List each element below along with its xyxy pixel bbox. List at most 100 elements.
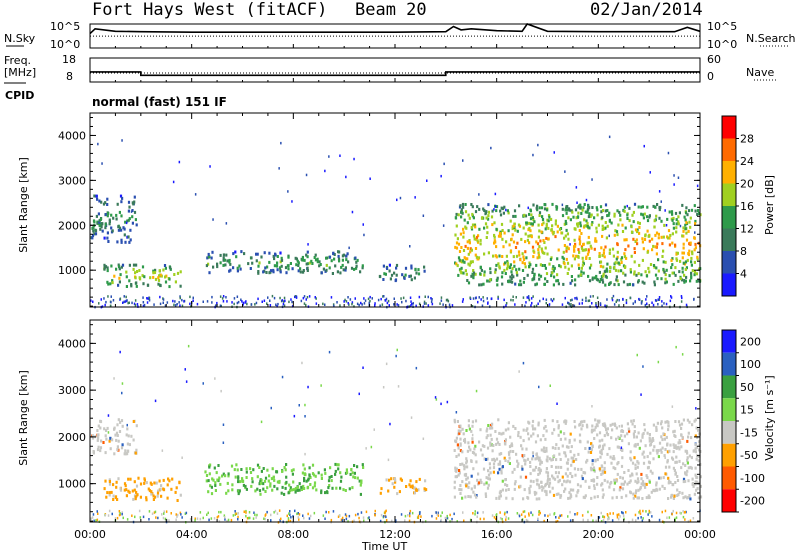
echo-cell-velocity <box>91 436 95 440</box>
echo-cell-velocity <box>590 496 593 500</box>
echo-cell-power <box>604 274 607 278</box>
echo-cell-power <box>530 213 533 217</box>
echo-cell-power <box>660 277 663 281</box>
speckle-power <box>345 175 347 179</box>
echo-cell-velocity <box>300 488 303 491</box>
echo-cell-power <box>489 271 492 275</box>
echo-cell-power <box>474 253 477 257</box>
echo-cell-velocity <box>465 461 468 465</box>
ground-scatter-velocity <box>353 519 355 523</box>
echo-cell-power <box>602 274 605 278</box>
ground-scatter-power <box>618 299 620 302</box>
echo-cell-power <box>494 270 497 274</box>
echo-cell-velocity <box>262 467 265 470</box>
echo-cell-velocity <box>153 495 157 499</box>
echo-cell-power <box>533 220 536 224</box>
echo-cell-velocity <box>125 452 128 456</box>
echo-cell-velocity <box>681 436 684 439</box>
echo-cell-velocity <box>315 488 318 492</box>
echo-cell-velocity <box>667 497 670 500</box>
echo-cell-power <box>495 245 498 249</box>
echo-cell-power <box>685 266 688 270</box>
echo-cell-power <box>498 265 501 269</box>
echo-cell-power <box>158 274 161 278</box>
ground-scatter-power <box>469 296 471 299</box>
echo-cell-power <box>110 226 113 230</box>
echo-cell-velocity <box>612 466 615 470</box>
echo-cell-power <box>493 233 496 237</box>
echo-cell-velocity <box>409 479 412 483</box>
ground-scatter-velocity <box>92 513 95 516</box>
echo-cell-velocity <box>454 475 457 479</box>
ground-scatter-velocity <box>163 510 165 513</box>
echo-cell-velocity <box>522 439 525 443</box>
echo-cell-power <box>684 218 687 222</box>
ground-scatter-velocity <box>674 517 676 521</box>
echo-cell-velocity <box>689 497 692 501</box>
echo-cell-velocity <box>486 486 490 490</box>
echo-cell-power <box>557 248 560 252</box>
ground-scatter-power <box>103 297 105 300</box>
echo-cell-power <box>464 225 467 229</box>
echo-cell-velocity <box>674 435 677 438</box>
echo-cell-velocity <box>504 428 507 432</box>
ground-scatter-power <box>423 300 426 304</box>
echo-cell-velocity <box>546 479 549 483</box>
speckle-velocity <box>435 398 438 401</box>
echo-cell-velocity <box>570 494 573 498</box>
echo-cell-power <box>303 258 306 262</box>
echo-cell-velocity <box>298 488 301 492</box>
echo-cell-power <box>693 248 696 252</box>
echo-cell-velocity <box>477 472 480 476</box>
echo-cell-power <box>111 279 114 283</box>
echo-cell-power <box>637 272 640 276</box>
echo-cell-power <box>587 274 590 278</box>
ground-scatter-power <box>181 304 184 308</box>
ground-scatter-power <box>490 297 493 300</box>
echo-cell-power <box>536 242 540 246</box>
ground-scatter-power <box>581 298 584 302</box>
echo-cell-velocity <box>238 480 241 484</box>
echo-cell-power <box>132 263 136 267</box>
echo-cell-velocity <box>328 484 331 487</box>
echo-cell-velocity <box>629 491 632 495</box>
echo-cell-power <box>628 282 631 286</box>
echo-cell-velocity <box>311 486 315 490</box>
ground-scatter-power <box>615 300 617 303</box>
echo-cell-velocity <box>527 437 530 441</box>
echo-cell-velocity <box>694 418 697 422</box>
echo-cell-velocity <box>317 471 320 475</box>
echo-cell-velocity <box>453 418 456 422</box>
echo-cell-power <box>542 221 545 225</box>
echo-cell-power <box>661 242 664 246</box>
echo-cell-power <box>654 233 657 237</box>
echo-cell-power <box>694 246 697 250</box>
ground-scatter-velocity <box>441 511 443 514</box>
echo-cell-power <box>208 255 211 259</box>
echo-cell-velocity <box>334 472 337 476</box>
echo-cell-power <box>464 257 467 261</box>
echo-cell-power <box>537 251 540 255</box>
echo-cell-power <box>461 259 465 263</box>
echo-cell-power <box>671 232 674 236</box>
echo-cell-velocity <box>621 439 624 443</box>
echo-cell-velocity <box>551 431 554 435</box>
echo-cell-power <box>516 229 519 233</box>
ground-scatter-velocity <box>165 510 168 513</box>
echo-cell-power <box>657 269 660 273</box>
echo-cell-velocity <box>145 496 148 500</box>
speckle-power <box>353 157 355 161</box>
echo-cell-power <box>662 249 665 253</box>
echo-cell-power <box>262 270 265 274</box>
echo-cell-power <box>557 282 560 286</box>
echo-cell-velocity <box>157 489 160 493</box>
echo-cell-velocity <box>466 449 469 453</box>
echo-cell-power <box>654 245 657 249</box>
speckle-power <box>97 142 99 146</box>
echo-cell-velocity <box>294 490 297 494</box>
echo-cell-power <box>609 270 612 273</box>
echo-cell-velocity <box>464 495 467 499</box>
echo-cell-velocity <box>667 476 670 480</box>
echo-cell-velocity <box>660 435 663 439</box>
echo-cell-velocity <box>676 494 679 497</box>
